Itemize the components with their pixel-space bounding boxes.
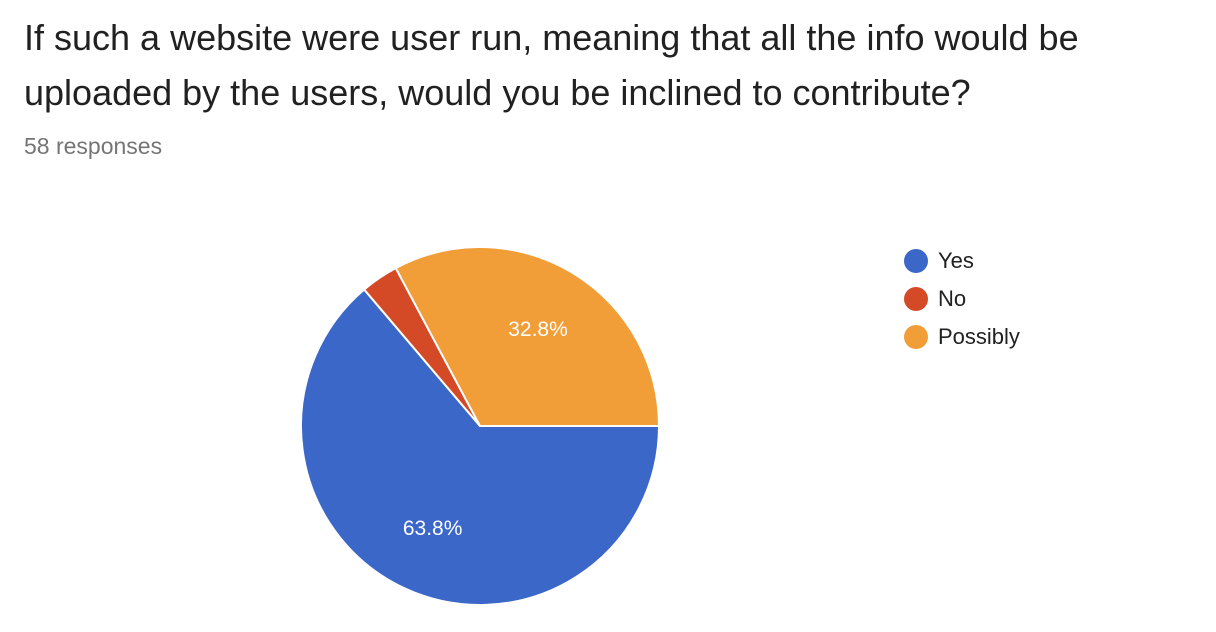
pie-labels: 63.8% 32.8% [403,318,568,540]
legend-label-no: No [938,286,967,311]
question-title: If such a website were user run, meaning… [24,17,1079,113]
data-label-possibly: 32.8% [508,318,568,341]
legend-label-yes: Yes [938,248,974,273]
legend-swatch-no [904,287,928,311]
legend-swatch-possibly [904,325,928,349]
response-count: 58 responses [24,133,163,159]
pie-slices [300,246,660,606]
legend-item-no[interactable]: No [904,280,1020,318]
legend-swatch-yes [904,249,928,273]
data-label-yes: 63.8% [403,517,463,540]
pie-slice-possibly[interactable] [394,246,660,427]
chart-legend: Yes No Possibly [904,242,1020,356]
legend-item-possibly[interactable]: Possibly [904,318,1020,356]
pie-slice-yes[interactable] [300,288,660,606]
legend-label-possibly: Possibly [938,324,1020,349]
legend-item-yes[interactable]: Yes [904,242,1020,280]
